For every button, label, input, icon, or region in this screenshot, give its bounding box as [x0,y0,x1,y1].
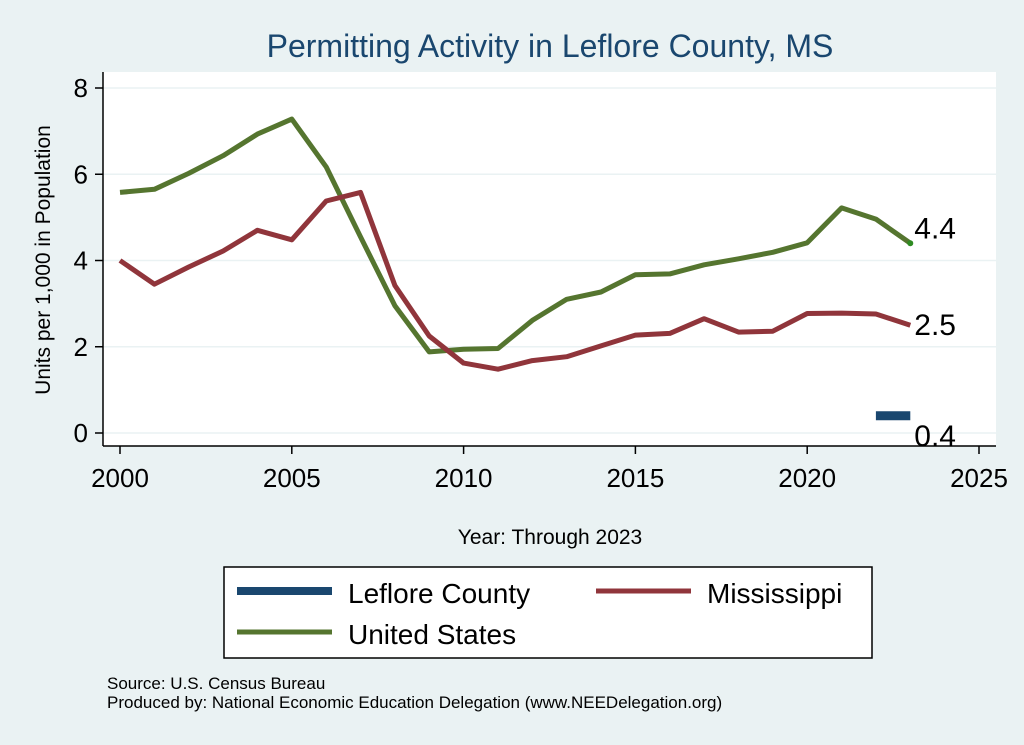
y-tick-label: 8 [74,73,88,103]
y-tick-label: 2 [74,332,88,362]
produced-by-note: Produced by: National Economic Education… [107,693,722,712]
end-label-leflore-county: 0.4 [914,420,956,453]
x-axis-label: Year: Through 2023 [458,526,643,549]
end-label-mississippi: 2.5 [914,309,956,342]
x-tick-label: 2005 [263,463,321,493]
axes [102,72,996,447]
x-tick-label: 2025 [950,463,1008,493]
x-tick-label: 2020 [778,463,836,493]
end-label-united-states: 4.4 [914,212,956,245]
legend-label-mississippi: Mississippi [707,578,842,609]
x-tick-label: 2010 [435,463,493,493]
y-tick-label: 6 [74,159,88,189]
x-tick-label: 2015 [606,463,664,493]
us-end-marker [907,240,914,247]
series-lines [118,116,914,421]
plot-area [103,72,996,446]
series-line-united-states [119,116,912,355]
legend-label-us: United States [348,619,516,650]
chart-title: Permitting Activity in Leflore County, M… [267,28,834,64]
series-line-mississippi [118,189,912,372]
x-ticks: 2000 2005 2010 2015 2020 2025 [91,446,1008,493]
y-tick-label: 4 [74,246,88,276]
y-ticks: 0 2 4 6 8 [74,73,103,448]
legend-box [223,566,873,659]
y-axis-label: Units per 1,000 in Population [32,125,55,395]
grid-lines [103,87,996,434]
end-labels: 0.4 2.5 4.4 [914,212,956,453]
legend: Leflore County Mississippi United States [223,566,873,659]
y-tick-label: 0 [74,418,88,448]
x-tick-label: 2000 [91,463,149,493]
legend-label-leflore: Leflore County [348,578,530,609]
source-note: Source: U.S. Census Bureau [107,674,325,693]
